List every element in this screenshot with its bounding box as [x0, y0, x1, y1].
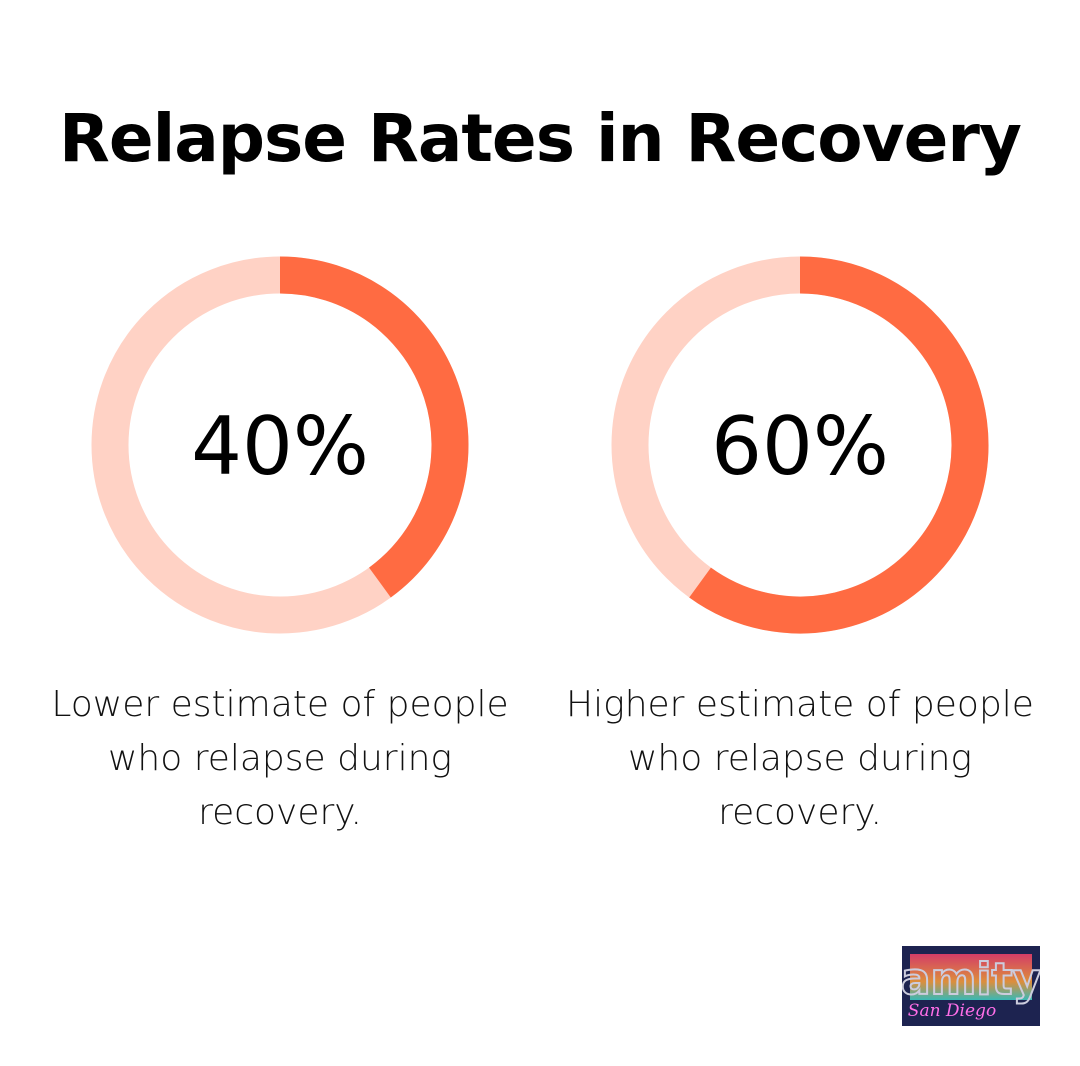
description-lower: Lower estimate of people who relapse dur… [51, 684, 509, 833]
svg-text:San Diego: San Diego [908, 1001, 996, 1021]
amity-san-diego-logo: amity San Diego [900, 946, 1042, 1026]
donut-value-arc [279, 256, 469, 598]
donut-value-arc [689, 256, 989, 634]
donut-chart-lower: 40% [91, 256, 469, 634]
donut-value-label: 60% [711, 400, 889, 493]
donut-chart-higher: 60% [611, 256, 989, 634]
svg-text:amity: amity [902, 954, 1040, 1005]
chart-title: Relapse Rates in Recovery [59, 100, 1022, 177]
description-higher: Higher estimate of people who relapse du… [566, 684, 1034, 833]
logo-image: amity San Diego [900, 953, 1042, 1021]
donut-value-label: 40% [191, 400, 369, 493]
